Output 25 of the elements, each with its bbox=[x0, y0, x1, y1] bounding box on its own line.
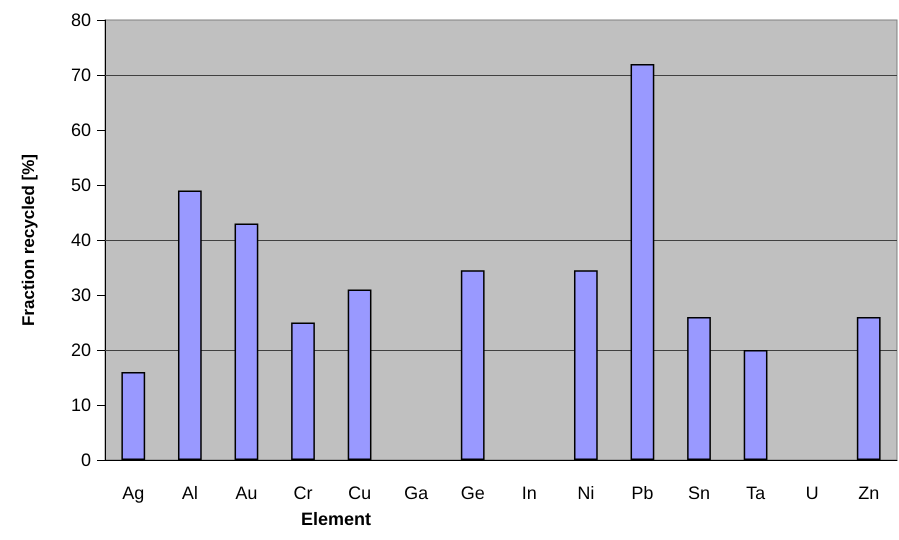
x-tick-label: Au bbox=[235, 483, 258, 503]
x-tick-label: Ag bbox=[122, 483, 144, 503]
y-tick-label: 80 bbox=[70, 10, 91, 30]
x-tick-label: Pb bbox=[631, 483, 654, 503]
y-tick-label: 70 bbox=[70, 65, 91, 85]
x-tick-label: U bbox=[806, 483, 819, 503]
x-tick-label: Al bbox=[182, 483, 198, 503]
x-tick-label: Ni bbox=[577, 483, 594, 503]
y-tick-label: 20 bbox=[70, 340, 91, 360]
x-tick-label: Cr bbox=[294, 483, 312, 503]
y-tick-label: 50 bbox=[70, 175, 91, 195]
x-tick-label: In bbox=[522, 483, 537, 503]
x-tick-label: Zn bbox=[858, 483, 880, 503]
y-tick-label: 60 bbox=[70, 120, 91, 140]
x-tick-label: Sn bbox=[688, 483, 710, 503]
x-tick-label: Ta bbox=[746, 483, 766, 503]
y-tick-label: 0 bbox=[80, 450, 91, 470]
x-axis-title: Element bbox=[300, 509, 372, 529]
y-tick-label: 30 bbox=[70, 285, 91, 305]
x-tick-label: Cu bbox=[348, 483, 372, 503]
y-axis-title: Fraction recycled [%] bbox=[19, 154, 38, 326]
y-tick-label: 10 bbox=[70, 395, 91, 415]
x-tick-label: Ge bbox=[460, 483, 485, 503]
x-tick-label: Ga bbox=[404, 483, 430, 503]
y-tick-label: 40 bbox=[70, 230, 91, 250]
